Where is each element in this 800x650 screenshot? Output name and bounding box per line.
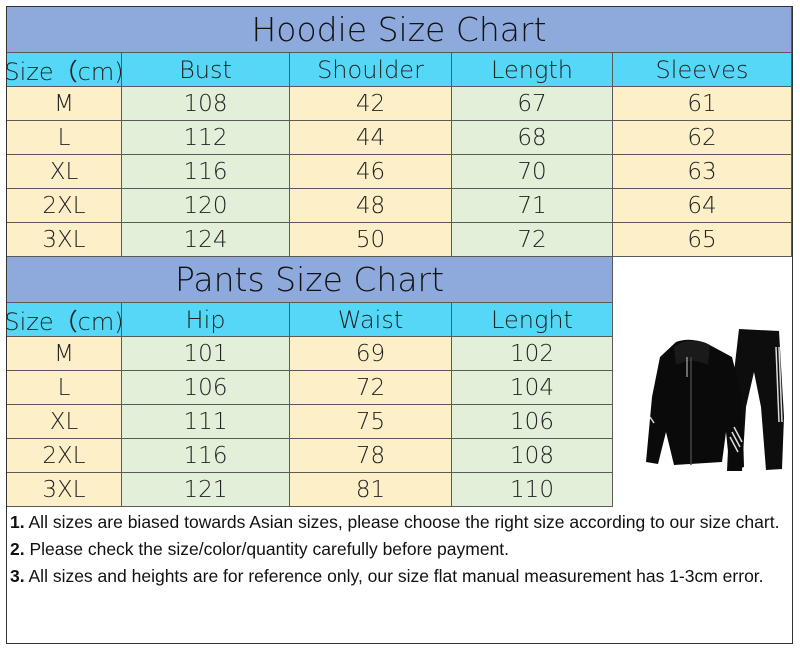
hoodie-title: Hoodie Size Chart (7, 7, 792, 53)
hoodie-table-cell: 48 (290, 189, 452, 223)
hoodie-table-cell: 64 (613, 189, 792, 223)
pants-column-header: Lenght (452, 303, 613, 337)
note-text: All sizes are biased towards Asian sizes… (24, 512, 780, 532)
product-image (614, 257, 792, 506)
pants-column-header: Hip (122, 303, 290, 337)
pants-table-cell: 2XL (7, 439, 122, 473)
note-number: 1. (10, 512, 25, 532)
pants-table-cell: 116 (122, 439, 290, 473)
hoodie-table-cell: 65 (613, 223, 792, 257)
pants-table-cell: 121 (122, 473, 290, 507)
hoodie-column-header: Bust (122, 53, 290, 87)
pants-table-cell: 3XL (7, 473, 122, 507)
hoodie-table-cell: 71 (452, 189, 613, 223)
note-number: 2. (10, 539, 25, 559)
hoodie-column-header: Sleeves (613, 53, 792, 87)
pants-column-header: Size（cm) (7, 303, 122, 337)
note-2: 2. Please check the size/color/quantity … (10, 536, 790, 563)
hoodie-column-header: Shoulder (290, 53, 452, 87)
pants-table-cell: M (7, 337, 122, 371)
pants-table-cell: 81 (290, 473, 452, 507)
hoodie-table-cell: 124 (122, 223, 290, 257)
hoodie-column-header: Size（cm) (7, 53, 122, 87)
hoodie-table-cell: 2XL (7, 189, 122, 223)
hoodie-table-cell: L (7, 121, 122, 155)
hoodie-table-cell: 70 (452, 155, 613, 189)
hoodie-table-cell: 112 (122, 121, 290, 155)
notes: 1. All sizes are biased towards Asian si… (10, 509, 790, 590)
hoodie-table-cell: 63 (613, 155, 792, 189)
hoodie-table-cell: 67 (452, 87, 613, 121)
pants-column-header: Waist (290, 303, 452, 337)
pants-title: Pants Size Chart (7, 257, 613, 303)
hoodie-table-cell: 44 (290, 121, 452, 155)
note-3: 3. All sizes and heights are for referen… (10, 563, 790, 590)
pants-table-cell: 108 (452, 439, 613, 473)
pants-table-cell: 106 (122, 371, 290, 405)
hoodie-column-header: Length (452, 53, 613, 87)
hoodie-table-cell: M (7, 87, 122, 121)
hoodie-table-cell: XL (7, 155, 122, 189)
note-text: Please check the size/color/quantity car… (24, 539, 510, 559)
pants-table-cell: XL (7, 405, 122, 439)
pants-table-cell: 78 (290, 439, 452, 473)
pants-table-cell: 111 (122, 405, 290, 439)
pants-table-cell: 110 (452, 473, 613, 507)
note-1: 1. All sizes are biased towards Asian si… (10, 509, 790, 536)
note-text: All sizes and heights are for reference … (24, 566, 764, 586)
pants-table-cell: 106 (452, 405, 613, 439)
hoodie-table-cell: 3XL (7, 223, 122, 257)
pants-table-cell: 102 (452, 337, 613, 371)
note-number: 3. (10, 566, 25, 586)
pants-table-cell: 101 (122, 337, 290, 371)
hoodie-table-cell: 120 (122, 189, 290, 223)
hoodie-table-cell: 108 (122, 87, 290, 121)
hoodie-table-cell: 72 (452, 223, 613, 257)
size-chart-frame (6, 6, 793, 644)
tracksuit-illustration (646, 329, 784, 471)
hoodie-table-cell: 61 (613, 87, 792, 121)
pants-table-cell: 69 (290, 337, 452, 371)
hoodie-table-cell: 50 (290, 223, 452, 257)
pants-table-cell: 75 (290, 405, 452, 439)
hoodie-table-cell: 42 (290, 87, 452, 121)
hoodie-table-cell: 62 (613, 121, 792, 155)
hoodie-table-cell: 116 (122, 155, 290, 189)
pants-table-cell: L (7, 371, 122, 405)
hoodie-table-cell: 46 (290, 155, 452, 189)
pants-table-cell: 104 (452, 371, 613, 405)
pants-table-cell: 72 (290, 371, 452, 405)
hoodie-table-cell: 68 (452, 121, 613, 155)
